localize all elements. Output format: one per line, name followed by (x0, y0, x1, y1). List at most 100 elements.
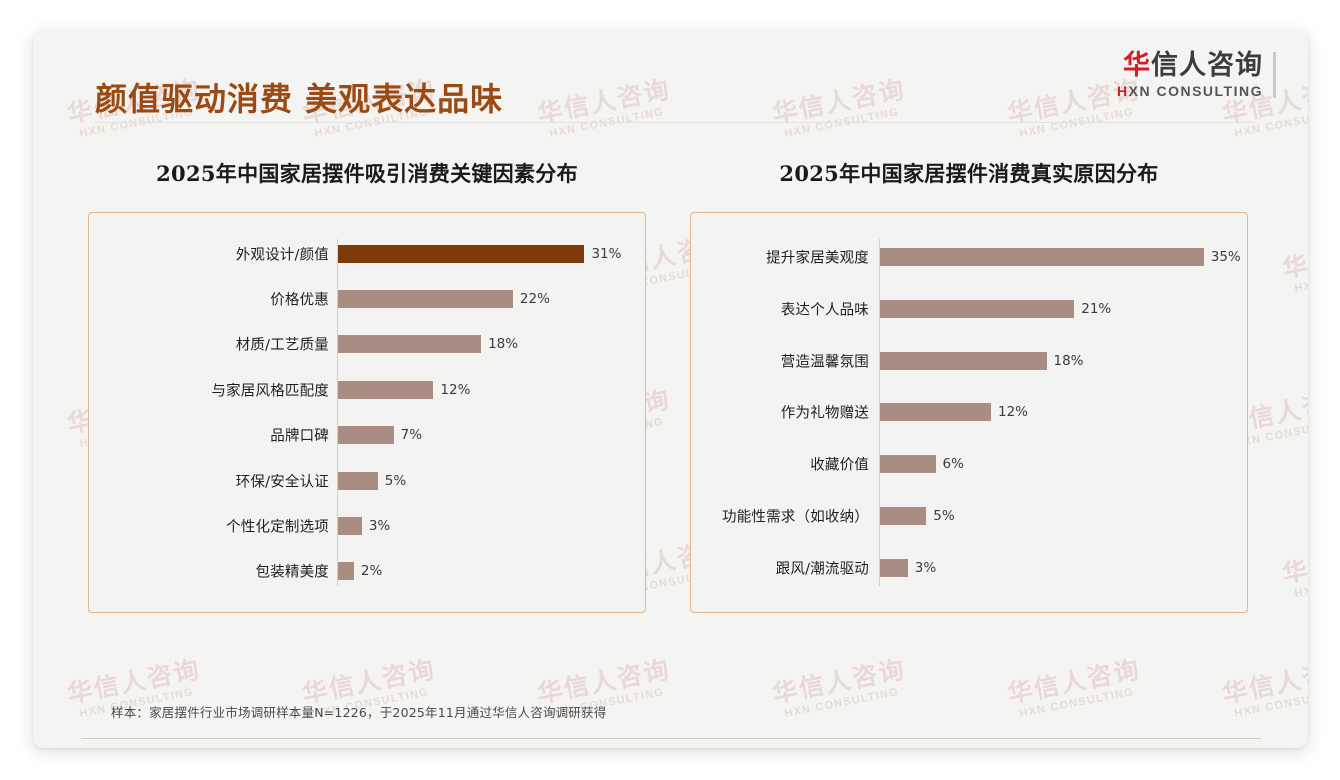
logo-cn-accent: 华 (1123, 50, 1151, 81)
bar-fill (338, 516, 362, 535)
bar-fill (880, 558, 908, 577)
bar-category-label: 包装精美度 (255, 564, 329, 581)
bar-track: 18% (338, 333, 639, 355)
bar-row: 跟风/潮流驱动 3% (691, 557, 1247, 579)
bar-row: 作为礼物赠送 12% (691, 401, 1247, 423)
bar-row: 个性化定制选项 3% (89, 515, 645, 537)
logo-chinese-text: 华信人咨询 (1117, 52, 1263, 79)
bar-category-label: 价格优惠 (270, 292, 329, 309)
bar-value-label: 6% (942, 456, 964, 473)
watermark-en: HXN CONSULTING (1018, 686, 1136, 720)
slide-header: 颜值驱动消费 美观表达品味 华信人咨询 HXN CONSULTING (33, 30, 1308, 130)
bar-value-label: 2% (360, 563, 383, 580)
bar-track: 12% (880, 401, 1241, 423)
bar-category-label: 品牌口碑 (270, 428, 329, 445)
bar-track: 2% (338, 560, 639, 582)
chart-title-left: 2025年中国家居摆件吸引消费关键因素分布 (156, 161, 578, 186)
bar-row: 提升家居美观度 35% (691, 246, 1247, 268)
chart-title-right: 2025年中国家居摆件消费真实原因分布 (779, 161, 1159, 186)
bar-row: 收藏价值 6% (691, 453, 1247, 475)
watermark-en: HXN CONSULTING (1233, 686, 1308, 720)
bar-row: 表达个人品味 21% (691, 298, 1247, 320)
bar-fill (880, 247, 1204, 266)
bar-track: 31% (338, 243, 639, 265)
bar-fill (880, 455, 936, 474)
logo-english-text: HXN CONSULTING (1117, 84, 1263, 98)
bar-fill (338, 426, 394, 445)
logo-cn-rest: 信人咨询 (1151, 50, 1263, 81)
bar-fill (338, 380, 434, 399)
logo-en-rest: XN CONSULTING (1128, 83, 1263, 99)
bar-row: 与家居风格匹配度 12% (89, 379, 645, 401)
y-axis-line-right (879, 239, 880, 586)
company-logo: 华信人咨询 HXN CONSULTING (1117, 52, 1276, 98)
chart-block-left: 2025年中国家居摆件吸引消费关键因素分布 外观设计/颜值 31% 价格优惠 22% 材… (88, 158, 646, 613)
bar-value-label: 5% (933, 508, 955, 525)
bar-category-label: 收藏价值 (810, 457, 869, 474)
bar-category-label: 材质/工艺质量 (235, 337, 329, 354)
bar-rows-right: 提升家居美观度 35% 表达个人品味 21% 营造温馨氛围 18% 作为礼物赠送 12% 收藏价… (691, 231, 1247, 594)
chart-panel-left: 外观设计/颜值 31% 价格优惠 22% 材质/工艺质量 18% 与家居风格匹配度 12% 品牌… (88, 212, 646, 613)
bar-track: 21% (880, 298, 1241, 320)
bar-track: 7% (338, 424, 639, 446)
bar-track: 18% (880, 350, 1241, 372)
bar-fill (880, 351, 1047, 370)
bar-category-label: 外观设计/颜值 (235, 247, 329, 264)
bar-value-label: 18% (1053, 352, 1084, 369)
source-note: 样本：家居摆件行业市场调研样本量N=1226，于2025年11月通过华信人咨询调… (111, 705, 607, 720)
bar-value-label: 7% (400, 427, 423, 444)
bar-track: 3% (338, 515, 639, 537)
chart-block-right: 2025年中国家居摆件消费真实原因分布 提升家居美观度 35% 表达个人品味 21% 营… (690, 158, 1248, 613)
bar-category-label: 作为礼物赠送 (780, 405, 869, 422)
y-axis-line-left (337, 239, 338, 586)
bar-fill (880, 507, 927, 526)
chart-panel-right: 提升家居美观度 35% 表达个人品味 21% 营造温馨氛围 18% 作为礼物赠送 12% 收藏价… (690, 212, 1248, 613)
bar-category-label: 提升家居美观度 (766, 250, 869, 267)
bar-row: 材质/工艺质量 18% (89, 333, 645, 355)
header-divider (95, 122, 1255, 123)
bar-category-label: 功能性需求（如收纳） (722, 509, 869, 526)
bar-rows-left: 外观设计/颜值 31% 价格优惠 22% 材质/工艺质量 18% 与家居风格匹配度 12% 品牌… (89, 231, 645, 594)
bar-value-label: 18% (488, 336, 519, 353)
bar-fill (338, 335, 482, 354)
bar-value-label: 3% (914, 559, 937, 576)
slide-card: 华信人咨询 HXN CONSULTING 华信人咨询 HXN CONSULTING 华信… (33, 30, 1308, 748)
bar-row: 营造温馨氛围 18% (691, 350, 1247, 372)
bar-value-label: 35% (1210, 248, 1241, 265)
bar-row: 价格优惠 22% (89, 288, 645, 310)
bar-fill (338, 290, 513, 309)
bar-row: 外观设计/颜值 31% (89, 243, 645, 265)
bar-category-label: 跟风/潮流驱动 (775, 561, 869, 578)
footer-divider (81, 738, 1261, 739)
bar-row: 环保/安全认证 5% (89, 470, 645, 492)
bar-row: 品牌口碑 7% (89, 424, 645, 446)
plot-area-left: 外观设计/颜值 31% 价格优惠 22% 材质/工艺质量 18% 与家居风格匹配度 12% 品牌… (89, 231, 645, 594)
slide-footer: ©2026.1 HXR华信人咨询 www.hxrcon.com (33, 744, 1308, 748)
bar-fill (338, 471, 378, 490)
bar-value-label: 12% (998, 404, 1029, 421)
bar-category-label: 表达个人品味 (780, 302, 869, 319)
bar-value-label: 31% (591, 245, 622, 262)
bar-row: 包装精美度 2% (89, 560, 645, 582)
bar-category-label: 营造温馨氛围 (780, 354, 869, 371)
plot-area-right: 提升家居美观度 35% 表达个人品味 21% 营造温馨氛围 18% 作为礼物赠送 12% 收藏价… (691, 231, 1247, 594)
watermark-en: HXN CONSULTING (783, 686, 901, 720)
bar-track: 22% (338, 288, 639, 310)
bar-value-label: 5% (384, 472, 407, 489)
bar-fill (338, 244, 585, 263)
bar-value-label: 3% (368, 517, 391, 534)
bar-value-label: 21% (1081, 300, 1112, 317)
bar-value-label: 12% (440, 381, 471, 398)
bar-category-label: 个性化定制选项 (226, 519, 329, 536)
bar-fill (338, 562, 354, 581)
page-title: 颜值驱动消费 美观表达品味 (95, 80, 504, 118)
bar-track: 6% (880, 453, 1241, 475)
bar-value-label: 22% (519, 291, 550, 308)
bar-track: 3% (880, 557, 1241, 579)
bar-track: 5% (338, 470, 639, 492)
bar-track: 5% (880, 505, 1241, 527)
logo-en-accent: H (1117, 83, 1129, 99)
charts-row: 2025年中国家居摆件吸引消费关键因素分布 外观设计/颜值 31% 价格优惠 22% 材… (33, 158, 1308, 673)
bar-fill (880, 403, 991, 422)
bar-track: 35% (880, 246, 1241, 268)
